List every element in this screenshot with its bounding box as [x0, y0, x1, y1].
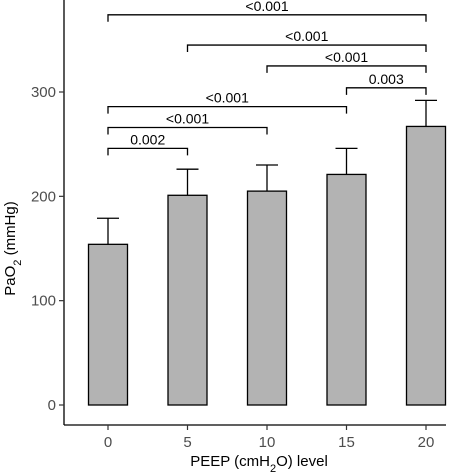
bar: [167, 194, 208, 406]
y-tick-label: 300: [31, 84, 56, 101]
y-axis-title: PaO2 (mmHg): [2, 201, 24, 295]
x-axis-title: PEEP (cmH2O) level: [190, 453, 328, 474]
p-value-label: <0.001: [206, 90, 249, 106]
significance-bracket: <0.001: [107, 90, 348, 114]
bar: [246, 190, 288, 406]
significance-bracket: <0.001: [266, 49, 427, 73]
y-tick-label: 200: [31, 188, 56, 205]
significance-bracket: <0.001: [186, 28, 427, 53]
x-tick-label: 20: [418, 434, 435, 451]
p-value-label: <0.001: [285, 28, 328, 44]
p-value-label: 0.002: [130, 131, 165, 147]
bracket-line: [107, 14, 427, 22]
p-value-label: 0.003: [369, 71, 404, 87]
y-tick-label: 100: [31, 293, 56, 310]
p-value-label: <0.001: [245, 0, 288, 14]
x-tick-label: 5: [183, 434, 191, 451]
significance-bracket: <0.001: [107, 110, 268, 135]
bracket-line: [107, 147, 189, 156]
bar: [87, 243, 129, 406]
x-tick-label: 10: [259, 434, 276, 451]
bracket-line: [266, 65, 427, 73]
p-value-label: <0.001: [166, 110, 209, 126]
bracket-line: [107, 105, 348, 114]
bracket-line: [345, 87, 427, 95]
bracket-line: [107, 126, 268, 135]
x-tick-label: 15: [338, 434, 355, 451]
x-tick-label: 0: [104, 434, 112, 451]
significance-bracket: <0.001: [107, 0, 427, 22]
axes: 0 100 200 300 0 5 10 15 20: [31, 0, 446, 451]
bar: [326, 173, 367, 406]
p-value-label: <0.001: [325, 49, 368, 65]
bar: [405, 125, 447, 406]
significance-bracket: 0.002: [107, 131, 189, 156]
y-tick-label: 0: [48, 397, 56, 414]
bracket-line: [186, 44, 427, 53]
significance-bracket: 0.003: [345, 71, 427, 95]
